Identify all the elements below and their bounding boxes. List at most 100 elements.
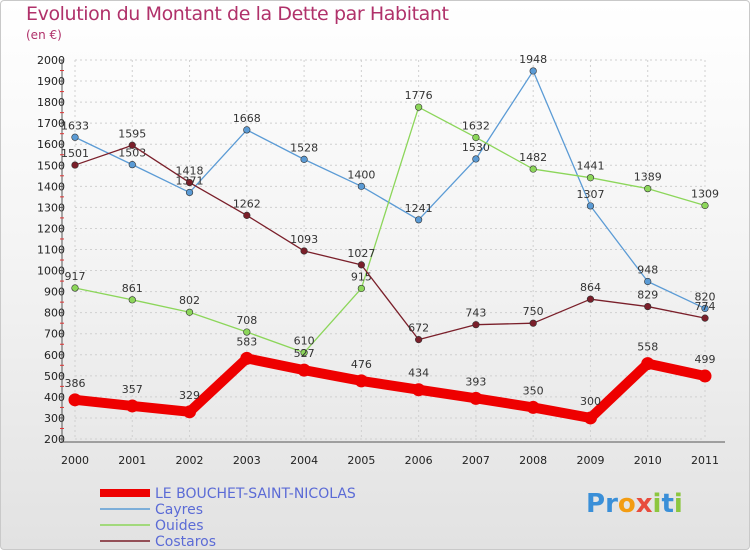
x-tick-label: 2005 bbox=[347, 454, 375, 467]
data-point bbox=[71, 133, 79, 141]
data-label: 1528 bbox=[290, 141, 318, 154]
data-point bbox=[185, 188, 194, 197]
data-label: 750 bbox=[523, 305, 544, 318]
logo-letter: i bbox=[673, 489, 683, 519]
x-tick-label: 2004 bbox=[290, 454, 318, 467]
series-ouides: 917 861 802 708 610 915 1776 1632 1482 1441 1389 13… bbox=[65, 89, 719, 357]
y-tick-label: 1100 bbox=[37, 244, 65, 257]
y-tick-label: 600 bbox=[44, 349, 65, 362]
y-tick-label: 2000 bbox=[37, 54, 65, 67]
data-label: 1400 bbox=[347, 168, 375, 181]
legend-label: Cayres bbox=[155, 502, 203, 518]
data-label: 829 bbox=[637, 289, 658, 302]
data-point bbox=[300, 349, 308, 357]
data-point bbox=[644, 185, 652, 193]
data-point bbox=[357, 261, 365, 269]
y-tick-label: 1900 bbox=[37, 75, 65, 88]
x-tick-label: 2007 bbox=[462, 454, 490, 467]
data-label: 1241 bbox=[405, 202, 433, 215]
data-label: 583 bbox=[236, 335, 257, 348]
data-point bbox=[472, 321, 480, 329]
data-point bbox=[354, 374, 368, 388]
data-point bbox=[185, 308, 194, 316]
y-tick-label: 1600 bbox=[37, 138, 65, 151]
chart-unit: (en €) bbox=[26, 28, 62, 42]
data-label: 917 bbox=[65, 270, 86, 283]
data-point bbox=[128, 296, 136, 304]
data-label: 1776 bbox=[405, 89, 433, 102]
x-tick-label: 2011 bbox=[691, 454, 719, 467]
data-point bbox=[183, 405, 197, 419]
data-label: 476 bbox=[351, 358, 372, 371]
y-tick-label: 900 bbox=[44, 286, 65, 299]
data-point bbox=[472, 133, 480, 142]
data-label: 1501 bbox=[61, 147, 89, 160]
series-line bbox=[74, 106, 706, 354]
data-label: 802 bbox=[179, 294, 200, 307]
data-point bbox=[701, 304, 709, 313]
data-point bbox=[644, 277, 652, 286]
logo-letter: i bbox=[652, 489, 662, 519]
data-label: 861 bbox=[122, 282, 143, 295]
series-line bbox=[70, 353, 710, 423]
data-label: 672 bbox=[408, 322, 429, 335]
legend: LE BOUCHET-SAINT-NICOLASCayresOuidesCost… bbox=[100, 486, 356, 550]
data-label: 1530 bbox=[462, 141, 490, 154]
y-tick-label: 400 bbox=[44, 391, 65, 404]
legend-label: LE BOUCHET-SAINT-NICOLAS bbox=[155, 486, 356, 502]
series-cayres: 1633150313711668152814001241153019481307… bbox=[61, 53, 716, 313]
data-point bbox=[644, 302, 652, 311]
logo-letter: t bbox=[661, 489, 674, 519]
data-point bbox=[412, 383, 426, 397]
data-point bbox=[357, 182, 365, 190]
logo-letter: o bbox=[617, 489, 636, 519]
data-point bbox=[701, 314, 709, 322]
data-point bbox=[243, 126, 251, 134]
data-point bbox=[586, 295, 595, 303]
series-costaros: 1501 1595 1418 1262 1093 1027 672 743 750 864 829 7… bbox=[61, 127, 716, 344]
data-point bbox=[68, 393, 82, 407]
data-label: 1633 bbox=[61, 119, 89, 132]
data-label: 357 bbox=[122, 383, 143, 396]
y-tick-label: 700 bbox=[44, 328, 65, 341]
data-point bbox=[128, 161, 136, 169]
logo-letter: P bbox=[586, 489, 606, 519]
data-label: 1595 bbox=[118, 127, 146, 140]
data-label: 708 bbox=[236, 314, 257, 327]
data-label: 1632 bbox=[462, 119, 490, 132]
data-point bbox=[529, 165, 537, 173]
y-tick-label: 1200 bbox=[37, 222, 65, 235]
data-label: 1418 bbox=[176, 165, 204, 178]
data-point bbox=[526, 400, 540, 414]
series-line bbox=[74, 70, 706, 310]
data-point bbox=[71, 161, 79, 169]
data-point bbox=[701, 201, 709, 210]
data-point bbox=[415, 216, 423, 224]
data-point bbox=[529, 67, 537, 75]
x-tick-label: 2010 bbox=[634, 454, 662, 467]
y-tick-label: 1700 bbox=[37, 117, 65, 130]
data-point bbox=[583, 411, 597, 425]
data-label: 1307 bbox=[576, 188, 604, 201]
data-point bbox=[472, 155, 480, 163]
x-tick-label: 2002 bbox=[176, 454, 204, 467]
data-point bbox=[128, 141, 136, 149]
data-point bbox=[297, 363, 311, 377]
data-point bbox=[586, 202, 595, 210]
data-label: 329 bbox=[179, 389, 200, 402]
data-label: 434 bbox=[408, 367, 429, 380]
data-point bbox=[357, 284, 365, 293]
x-tick-label: 2000 bbox=[61, 454, 89, 467]
data-point bbox=[185, 178, 194, 187]
data-label: 386 bbox=[65, 377, 86, 390]
data-point bbox=[125, 399, 139, 413]
legend-label: Ouides bbox=[155, 518, 204, 534]
data-point bbox=[586, 174, 595, 182]
data-label: 300 bbox=[580, 395, 601, 408]
data-label: 915 bbox=[351, 270, 372, 283]
data-label: 499 bbox=[695, 353, 716, 366]
y-tick-label: 1300 bbox=[37, 201, 65, 214]
data-label: 1027 bbox=[347, 247, 375, 260]
data-label: 1389 bbox=[634, 171, 662, 184]
